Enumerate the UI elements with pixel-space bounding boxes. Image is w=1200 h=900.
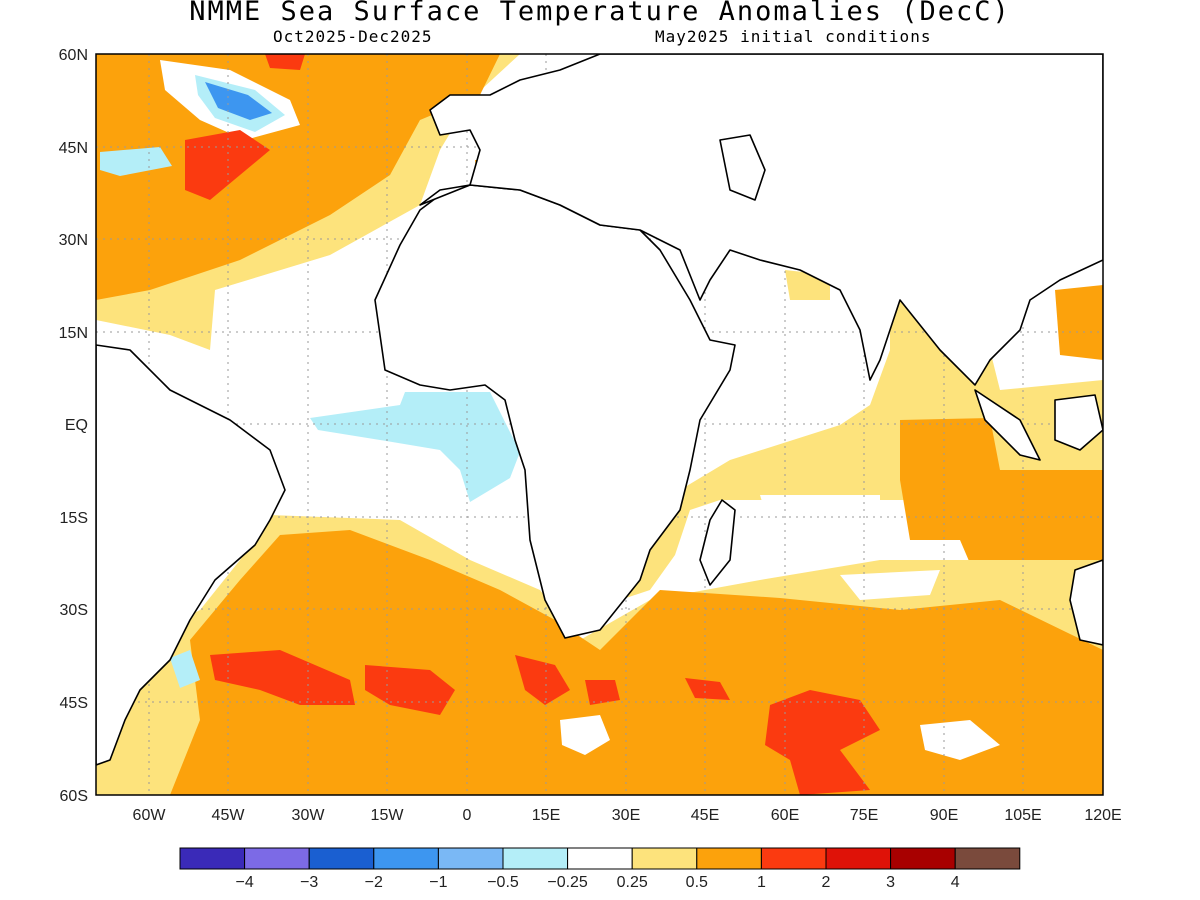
lat-tick: 30S <box>60 602 88 619</box>
lon-axis: 60W 45W 30W 15W 0 15E 30E 45E 60E 75E 90… <box>133 807 1122 824</box>
lat-tick: 45N <box>59 140 88 157</box>
lat-tick: EQ <box>65 417 88 434</box>
lon-tick: 105E <box>1004 807 1041 824</box>
colorbar-swatch <box>179 847 246 870</box>
lon-tick: 30E <box>612 807 640 824</box>
colorbar-label: −1 <box>429 874 447 891</box>
initial-conditions: May2025 initial conditions <box>655 27 932 46</box>
sh-white-4 <box>760 495 880 530</box>
lat-tick: 30N <box>59 232 88 249</box>
lat-tick: 15N <box>59 325 88 342</box>
colorbar-swatch <box>760 847 827 870</box>
colorbar-label: 0.5 <box>686 874 708 891</box>
colorbar-label: −2 <box>365 874 383 891</box>
scs-orange <box>1055 285 1103 360</box>
colorbar-swatch <box>890 847 956 870</box>
lon-tick: 60E <box>771 807 799 824</box>
colorbar-label: −3 <box>300 874 318 891</box>
colorbar-swatch <box>244 847 310 870</box>
lat-axis: 60N 45N 30N 15N EQ 15S 30S 45S 60S <box>59 47 88 805</box>
coastlines <box>96 54 1103 766</box>
lon-tick: 0 <box>463 807 472 824</box>
forecast-period: Oct2025-Dec2025 <box>273 27 433 46</box>
lon-tick: 60W <box>133 807 167 824</box>
map-title: NMME Sea Surface Temperature Anomalies (… <box>189 0 1011 27</box>
sh-red-5 <box>685 678 730 700</box>
colorbar-label: −4 <box>235 874 253 891</box>
colorbar-label: 2 <box>822 874 831 891</box>
na-red-2 <box>265 54 305 70</box>
lon-tick: 30W <box>292 807 326 824</box>
sh-white-1 <box>560 715 610 755</box>
colorbar-label: 0.25 <box>617 874 648 891</box>
colorbar-swatch <box>696 847 762 870</box>
colorbar-swatch <box>373 847 439 870</box>
lon-tick: 45W <box>212 807 246 824</box>
colorbar-swatch <box>954 847 1021 870</box>
colorbar-label: 1 <box>757 874 766 891</box>
borneo-coast <box>1054 394 1103 451</box>
sh-white-2 <box>840 570 940 600</box>
na-coolband <box>100 147 172 176</box>
colorbar: −4 −3 −2 −1 −0.5 −0.25 0.25 0.5 1 2 3 4 <box>179 847 1021 891</box>
lon-tick: 15W <box>371 807 405 824</box>
colorbar-swatch <box>567 847 633 870</box>
colorbar-swatch <box>631 847 698 870</box>
colorbar-swatch <box>502 847 569 870</box>
sh-white-3 <box>920 720 1000 760</box>
colorbar-label: 3 <box>886 874 895 891</box>
caspian-coast <box>719 134 766 201</box>
lon-tick: 15E <box>532 807 560 824</box>
na-red <box>185 130 270 200</box>
europe-coast <box>419 54 1103 386</box>
sumatra-coast <box>974 389 1041 461</box>
south-america-coast <box>96 344 286 766</box>
lon-tick: 90E <box>930 807 958 824</box>
australia-coast <box>1069 559 1103 646</box>
na-cool-3 <box>205 82 272 120</box>
lat-tick: 15S <box>60 510 88 527</box>
sh-red-3 <box>515 655 570 705</box>
madagascar-coast <box>699 499 736 586</box>
colorbar-label: −0.5 <box>487 874 519 891</box>
sh-red-4 <box>585 680 620 705</box>
plot-frame <box>95 53 1104 796</box>
sh-red-6 <box>765 690 880 795</box>
lon-tick: 75E <box>850 807 878 824</box>
sh-red-1 <box>210 650 355 705</box>
colorbar-label: 4 <box>951 874 960 891</box>
lat-tick: 60N <box>59 47 88 64</box>
colorbar-swatch <box>308 847 375 870</box>
colorbar-swatch <box>437 847 504 870</box>
lon-tick: 120E <box>1084 807 1121 824</box>
colorbar-swatch <box>825 847 892 870</box>
sh-cool <box>170 650 200 688</box>
colorbar-label: −0.25 <box>547 874 588 891</box>
lat-tick: 45S <box>60 695 88 712</box>
lon-tick: 45E <box>691 807 719 824</box>
lat-tick: 60S <box>60 788 88 805</box>
